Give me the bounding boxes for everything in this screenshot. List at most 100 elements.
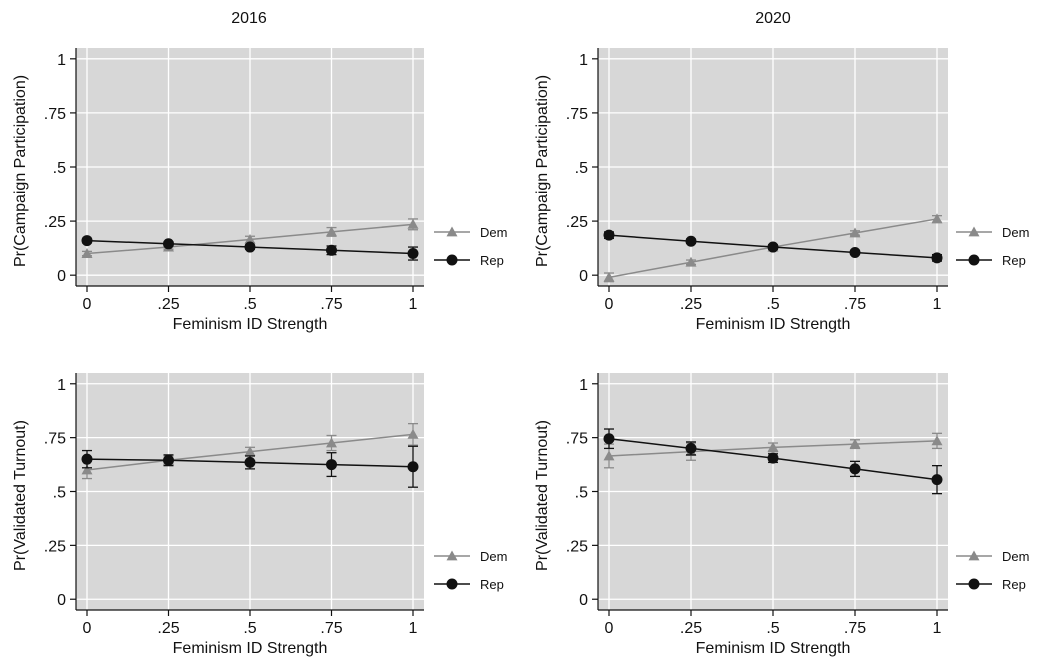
legend-label-dem: Dem <box>480 549 507 564</box>
data-point <box>931 252 943 264</box>
x-tick-label: .5 <box>243 296 256 313</box>
data-point <box>931 435 943 446</box>
data-point <box>244 456 256 468</box>
x-tick-label: 0 <box>605 620 614 637</box>
x-tick-label: .25 <box>157 620 179 637</box>
x-tick-label: 1 <box>933 296 942 313</box>
data-point <box>931 474 943 486</box>
data-point <box>603 433 615 445</box>
y-axis-label: Pr(Validated Turnout) <box>534 420 551 571</box>
data-point <box>163 238 174 250</box>
y-tick-label: .5 <box>575 160 588 177</box>
legend-marker <box>968 226 980 237</box>
column-title-2016: 2016 <box>231 10 267 27</box>
data-point <box>244 446 256 457</box>
data-point <box>407 461 419 473</box>
data-point <box>685 442 697 454</box>
y-tick-label: .25 <box>566 214 588 231</box>
x-tick-label: 1 <box>409 620 418 637</box>
data-point <box>685 235 697 247</box>
legend-label-rep: Rep <box>1002 577 1026 592</box>
data-point <box>603 229 615 241</box>
legend: Dem Rep <box>434 225 507 268</box>
column-title-2020: 2020 <box>755 10 791 27</box>
data-point <box>326 226 337 237</box>
data-point <box>407 428 419 439</box>
y-tick-label: .5 <box>53 485 66 502</box>
y-tick-label: 0 <box>57 592 66 609</box>
x-axis-label: Feminism ID Strength <box>173 640 328 657</box>
panel-turnout-2016: 0 .25 .5 .75 1 0 .25 .5 .75 1 Feminism ID Strength… <box>12 373 507 657</box>
y-tick-label: 0 <box>579 592 588 609</box>
series-rep <box>603 428 943 495</box>
x-tick-label: .75 <box>844 620 866 637</box>
legend-label-rep: Rep <box>480 253 504 268</box>
legend-label-rep: Rep <box>480 577 504 592</box>
legend-marker <box>446 550 458 561</box>
y-tick-label: .75 <box>566 431 588 448</box>
y-axis-label: Pr(Campaign Participation) <box>12 75 29 267</box>
data-point <box>849 463 861 475</box>
x-tick-label: .25 <box>680 296 702 313</box>
data-point <box>603 450 615 461</box>
y-tick-label: 1 <box>579 377 588 394</box>
y-tick-label: .75 <box>44 431 66 448</box>
data-point <box>849 227 861 238</box>
data-point <box>244 241 256 253</box>
data-point <box>326 459 337 471</box>
legend: Dem Rep <box>434 549 507 592</box>
panel-turnout-2020: 0 .25 .5 .75 1 0 .25 .5 .75 1 Feminism ID Strength… <box>534 373 1029 657</box>
y-tick-label: 0 <box>57 268 66 285</box>
y-tick-label: 1 <box>579 52 588 69</box>
y-tick-label: 1 <box>57 377 66 394</box>
legend-marker <box>968 254 980 266</box>
y-axis-label: Pr(Campaign Participation) <box>534 75 551 267</box>
legend-marker <box>446 226 458 237</box>
x-tick-label: .5 <box>766 620 779 637</box>
series-rep <box>81 235 419 261</box>
x-tick-label: .25 <box>680 620 702 637</box>
x-tick-label: 0 <box>83 296 92 313</box>
x-tick-label: .5 <box>766 296 779 313</box>
legend-label-dem: Dem <box>480 225 507 240</box>
y-tick-label: .25 <box>566 538 588 555</box>
x-tick-label: .75 <box>320 296 342 313</box>
data-point <box>767 452 779 464</box>
legend-marker <box>968 550 980 561</box>
data-point <box>849 246 861 258</box>
legend-label-dem: Dem <box>1002 549 1029 564</box>
series-rep <box>603 229 943 264</box>
data-point <box>326 437 337 448</box>
legend: Dem Rep <box>956 225 1029 268</box>
legend-label-rep: Rep <box>1002 253 1026 268</box>
data-point <box>81 235 93 247</box>
data-point <box>81 464 93 475</box>
data-point <box>685 256 697 267</box>
x-tick-label: .75 <box>844 296 866 313</box>
legend-label-dem: Dem <box>1002 225 1029 240</box>
x-axis-label: Feminism ID Strength <box>696 640 851 657</box>
data-point <box>849 438 861 449</box>
data-point <box>767 441 779 452</box>
panel-campaign-2020: 0 .25 .5 .75 1 0 .25 .5 .75 1 Feminism ID Strength… <box>534 48 1029 333</box>
x-tick-label: 0 <box>605 296 614 313</box>
x-axis-label: Feminism ID Strength <box>173 316 328 333</box>
x-tick-label: .5 <box>243 620 256 637</box>
data-point <box>931 213 943 224</box>
data-point <box>407 248 419 260</box>
y-tick-label: 1 <box>57 52 66 69</box>
y-tick-label: .25 <box>44 214 66 231</box>
y-tick-label: .5 <box>53 160 66 177</box>
y-tick-label: .75 <box>566 106 588 123</box>
y-axis-label: Pr(Validated Turnout) <box>12 420 29 571</box>
y-tick-label: 0 <box>579 268 588 285</box>
legend-marker <box>446 254 458 266</box>
legend-marker <box>968 578 980 590</box>
y-tick-label: .25 <box>44 538 66 555</box>
legend-marker <box>446 578 458 590</box>
x-tick-label: .25 <box>157 296 179 313</box>
x-axis-label: Feminism ID Strength <box>696 316 851 333</box>
data-point <box>81 453 93 465</box>
data-point <box>603 271 615 282</box>
